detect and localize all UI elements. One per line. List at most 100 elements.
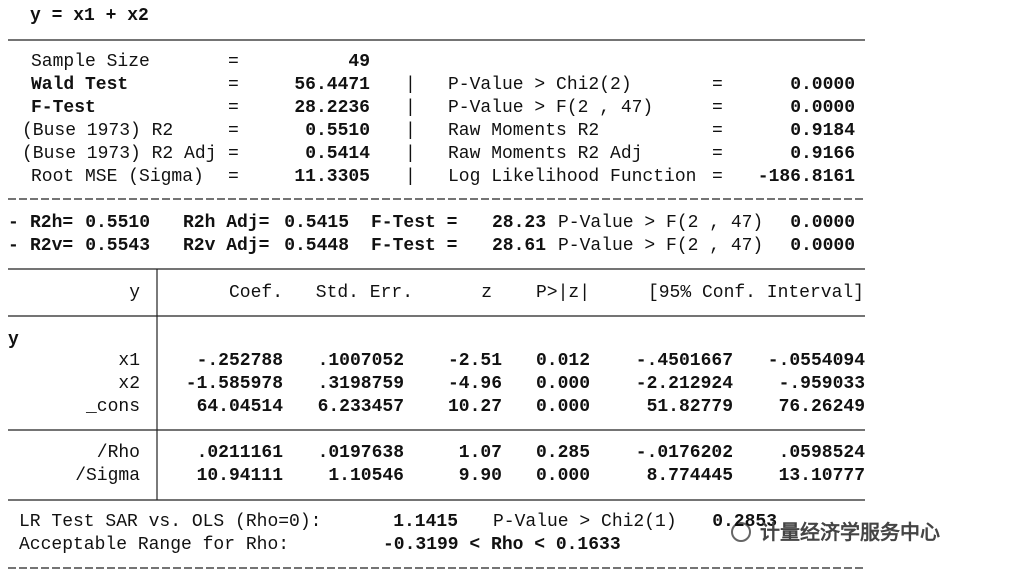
watermark-icon: [731, 522, 751, 542]
footer-value: -0.3199 < Rho < 0.1633: [383, 535, 621, 555]
watermark: 计量经济学服务中心: [760, 520, 940, 544]
model-title: y = x1 + x2: [30, 6, 149, 26]
table-cell: -2.212924: [635, 374, 733, 394]
column-header: y: [129, 283, 140, 303]
separator: =: [228, 144, 239, 164]
hetero-cell: R2h=: [30, 213, 74, 233]
stat-value: 49: [348, 52, 370, 72]
separator: =: [228, 167, 239, 187]
stat-value: 0.9184: [790, 121, 855, 141]
stat-value: 56.4471: [294, 75, 370, 95]
hetero-cell: 0.0000: [790, 213, 855, 233]
separator: |: [405, 121, 416, 141]
stat-value: 0.5510: [305, 121, 370, 141]
row-label: /Sigma: [75, 466, 140, 486]
table-cell: -.0554094: [767, 351, 865, 371]
table-cell: 0.000: [535, 374, 590, 394]
stat-label: Wald Test: [31, 75, 129, 95]
separator: =: [228, 98, 239, 118]
row-label: x1: [118, 351, 140, 371]
stat-label: (Buse 1973) R2: [22, 121, 174, 141]
table-cell: 0.012: [535, 351, 590, 371]
stat-value: 0.9166: [790, 144, 855, 164]
hetero-cell: R2v=: [30, 236, 74, 256]
stat-label: Sample Size: [31, 52, 150, 72]
table-cell: 1.07: [458, 443, 502, 463]
table-cell: -.252788: [196, 351, 283, 371]
stat-value: 0.0000: [790, 98, 855, 118]
table-cell: .0211161: [196, 443, 283, 463]
separator: =: [712, 75, 723, 95]
hetero-cell: 0.5510: [85, 213, 150, 233]
table-cell: 10.94111: [196, 466, 283, 486]
table-cell: 8.774445: [646, 466, 733, 486]
table-cell: 0.000: [535, 397, 590, 417]
stat-label: Log Likelihood Function: [448, 167, 697, 187]
stat-value: 0.0000: [790, 75, 855, 95]
separator: =: [228, 121, 239, 141]
column-header: Std. Err.: [315, 283, 413, 303]
column-header: Coef.: [228, 283, 283, 303]
hetero-cell: F-Test =: [371, 213, 458, 233]
table-cell: 10.27: [447, 397, 502, 417]
table-cell: 13.10777: [778, 466, 865, 486]
stat-label: Raw Moments R2: [448, 121, 600, 141]
separator: =: [712, 167, 723, 187]
separator: =: [228, 52, 239, 72]
hetero-cell: R2h Adj=: [183, 213, 270, 233]
stat-value: 28.2236: [294, 98, 370, 118]
table-cell: 1.10546: [328, 466, 404, 486]
hetero-cell: -: [8, 236, 19, 256]
stat-label: P-Value > Chi2(2): [448, 75, 632, 95]
footer-value: 1.1415: [393, 512, 458, 532]
table-cell: .0197638: [317, 443, 404, 463]
table-cell: 76.26249: [778, 397, 865, 417]
hetero-cell: 0.0000: [790, 236, 855, 256]
column-header: z: [481, 283, 492, 303]
table-cell: .3198759: [317, 374, 404, 394]
table-cell: 0.285: [535, 443, 590, 463]
separator: |: [405, 75, 416, 95]
hetero-cell: 28.61: [491, 236, 546, 256]
table-cell: 6.233457: [317, 397, 404, 417]
table-cell: 64.04514: [196, 397, 283, 417]
stat-label: F-Test: [31, 98, 96, 118]
separator: =: [712, 144, 723, 164]
table-cell: 9.90: [458, 466, 502, 486]
stat-value: -186.8161: [757, 167, 855, 187]
stat-value: 11.3305: [294, 167, 370, 187]
row-label: x2: [118, 374, 140, 394]
table-cell: -.4501667: [635, 351, 733, 371]
group-label: y: [8, 330, 19, 350]
hetero-cell: P-Value > F(2 , 47): [558, 213, 764, 233]
table-cell: -.0176202: [635, 443, 733, 463]
row-label: /Rho: [96, 443, 140, 463]
separator: |: [405, 144, 416, 164]
column-header: [95% Conf. Interval]: [647, 283, 864, 303]
stat-label: P-Value > F(2 , 47): [448, 98, 654, 118]
footer-label: Acceptable Range for Rho:: [19, 535, 290, 555]
table-cell: 0.000: [535, 466, 590, 486]
hetero-cell: F-Test =: [371, 236, 458, 256]
hetero-cell: P-Value > F(2 , 47): [558, 236, 764, 256]
hetero-cell: 0.5415: [284, 213, 349, 233]
stat-label: (Buse 1973) R2 Adj: [22, 144, 217, 164]
column-header: P>|z|: [535, 283, 590, 303]
table-cell: -4.96: [447, 374, 502, 394]
footer-label: LR Test SAR vs. OLS (Rho=0):: [19, 512, 322, 532]
footer-label: P-Value > Chi2(1): [493, 512, 677, 532]
stat-label: Root MSE (Sigma): [31, 167, 204, 187]
row-label: _cons: [85, 397, 140, 417]
footer-value: 0.2853: [712, 512, 777, 532]
hetero-cell: -: [8, 213, 19, 233]
table-cell: -.959033: [778, 374, 865, 394]
table-cell: 51.82779: [646, 397, 733, 417]
table-cell: -1.585978: [185, 374, 283, 394]
separator: |: [405, 98, 416, 118]
hetero-cell: R2v Adj=: [183, 236, 270, 256]
stat-label: Raw Moments R2 Adj: [448, 144, 643, 164]
table-cell: .0598524: [778, 443, 865, 463]
table-cell: .1007052: [317, 351, 404, 371]
